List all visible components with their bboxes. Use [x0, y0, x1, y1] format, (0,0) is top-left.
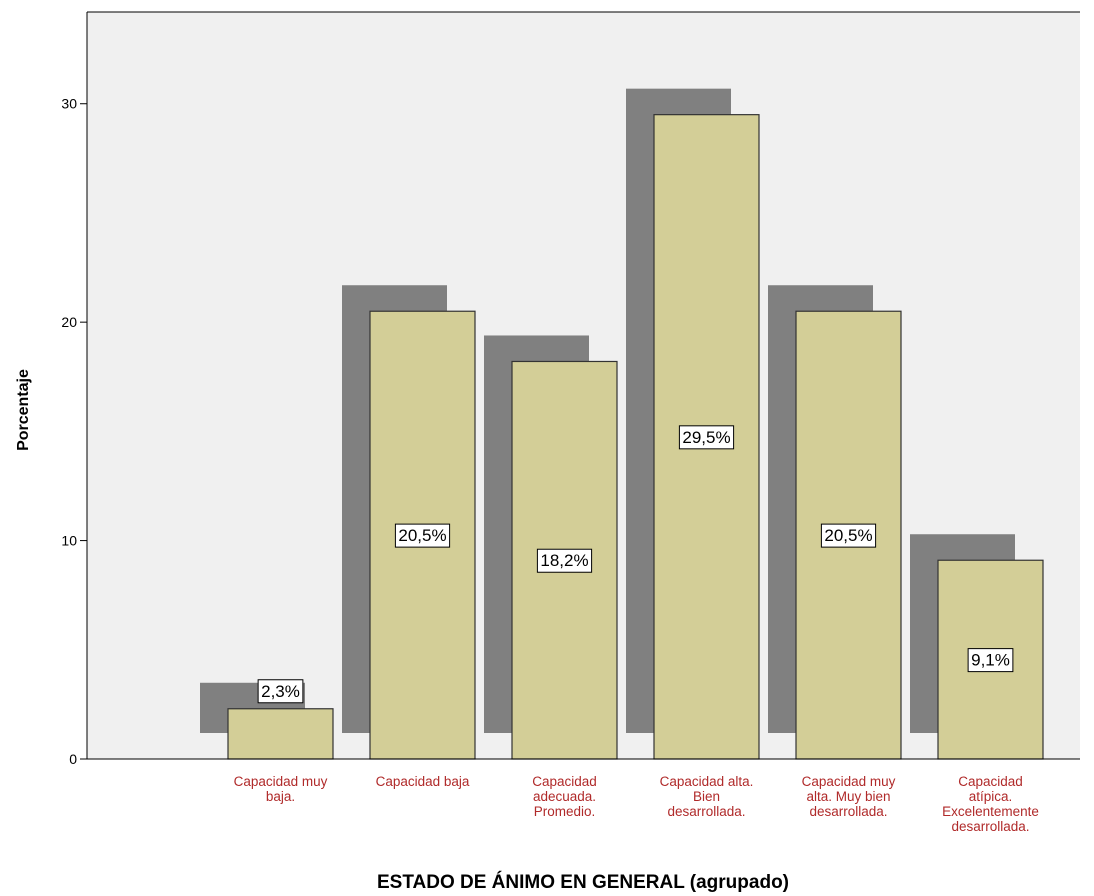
- x-tick-label: Capacidad muy baja.: [234, 774, 328, 804]
- x-tick-label: Capacidad alta. Bien desarrollada.: [660, 774, 754, 819]
- value-label: 2,3%: [261, 682, 300, 701]
- y-tick-label: 30: [61, 96, 77, 112]
- y-tick-label: 0: [69, 751, 77, 767]
- x-tick-label: Capacidad muy alta. Muy bien desarrollada.: [802, 774, 896, 819]
- value-label-box: [257, 679, 304, 704]
- value-label-box: [678, 425, 735, 450]
- bar: [227, 708, 334, 760]
- y-tick-label: 20: [61, 314, 77, 330]
- value-label: 29,5%: [682, 428, 730, 447]
- x-axis-title: ESTADO DE ÁNIMO EN GENERAL (agrupado): [377, 871, 789, 893]
- x-tick-label: Capacidad baja: [376, 774, 470, 789]
- y-axis-title: Porcentaje: [15, 369, 32, 451]
- x-tick-label: Capacidad atípica. Excelentemente desarroll…: [942, 774, 1039, 834]
- value-label-box: [394, 523, 451, 548]
- x-tick-label: Capacidad adecuada. Promedio.: [532, 774, 597, 819]
- value-label: 20,5%: [824, 526, 872, 545]
- value-label-box: [820, 523, 877, 548]
- value-label-box: [967, 648, 1014, 673]
- y-tick-label: 10: [61, 533, 77, 549]
- value-label: 9,1%: [971, 651, 1010, 670]
- value-label-box: [536, 548, 593, 573]
- value-label: 20,5%: [398, 526, 446, 545]
- value-label: 18,2%: [540, 551, 588, 570]
